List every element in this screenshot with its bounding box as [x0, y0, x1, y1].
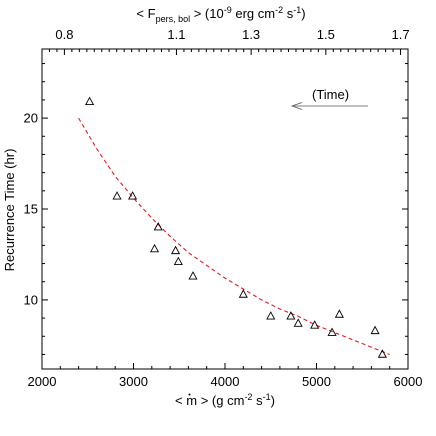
top-tick-label: 1.1: [167, 27, 185, 42]
data-points-layer: [85, 96, 387, 358]
data-point-triangle: [188, 271, 198, 280]
top-axis-label-sup2: -2: [275, 5, 283, 15]
top-axis-label-end: ): [301, 6, 305, 21]
top-axis-label-mid3: s: [283, 6, 294, 21]
x-axis-label-sup1: -2: [244, 392, 252, 402]
mdot-accent: [188, 393, 191, 396]
top-axis-label-mid2: erg cm: [232, 6, 275, 21]
top-axis-label-start: < F: [136, 6, 155, 21]
top-axis-label-sup1: -9: [224, 5, 232, 15]
x-axis-label-end: ): [271, 393, 275, 408]
data-point-triangle: [286, 311, 296, 320]
x-axis-label-mid: s: [252, 393, 263, 408]
data-point-triangle: [238, 289, 248, 298]
x-axis-label-sup2: -1: [263, 392, 271, 402]
data-point-triangle: [377, 349, 387, 358]
data-point-triangle: [153, 222, 163, 231]
fit-curve-layer: [78, 117, 390, 356]
data-point-triangle: [334, 309, 344, 318]
x-tick-label: 2000: [28, 374, 57, 389]
x-axis-label-prefix: <: [175, 393, 186, 408]
data-point-triangle: [112, 191, 122, 200]
top-tick-label: 1.7: [391, 27, 409, 42]
time-annotation: (Time): [312, 87, 349, 102]
y-axis-label: Recurrence Time (hr): [2, 149, 17, 272]
top-axis-label-sub: pers, bol: [156, 14, 191, 24]
data-point-triangle: [173, 256, 183, 265]
data-point-triangle: [128, 191, 138, 200]
data-point-triangle: [266, 311, 276, 320]
top-tick-label: 0.8: [55, 27, 73, 42]
y-tick-label: 20: [24, 111, 38, 126]
x-axis-label: < m > (g cm-2 s-1): [175, 392, 275, 408]
time-arrow-head: [290, 102, 303, 110]
y-tick-label: 10: [24, 292, 38, 307]
data-point-triangle: [85, 96, 95, 105]
top-axis-label-sup3: -1: [293, 5, 301, 15]
plot-frame: [41, 48, 409, 370]
data-point-triangle: [293, 318, 303, 327]
data-point-triangle: [149, 243, 160, 253]
x-axis-label-mdot: m: [186, 393, 197, 408]
data-point-triangle: [310, 320, 320, 329]
y-axis-ticks: 10 15 20: [24, 63, 408, 355]
x-axis-label-rest: > (g cm: [197, 393, 244, 408]
top-x-axis-ticks: 0.8 1.1 1.3 1.5 1.7: [48, 27, 410, 55]
x-tick-label: 4000: [211, 374, 240, 389]
data-point-triangle: [370, 325, 380, 335]
top-tick-label: 1.3: [242, 27, 260, 42]
top-tick-label: 1.5: [317, 27, 335, 42]
top-axis-label: < Fpers, bol > (10-9 erg cm-2 s-1): [136, 5, 305, 24]
data-point-triangle: [327, 327, 337, 336]
x-tick-label: 6000: [394, 374, 423, 389]
data-point-triangle: [171, 245, 181, 255]
x-tick-label: 3000: [119, 374, 148, 389]
x-tick-label: 5000: [302, 374, 331, 389]
fit-curve: [78, 117, 390, 356]
bottom-x-axis-ticks: 2000 3000 4000 5000 6000: [28, 363, 423, 389]
top-axis-label-mid: > (10: [190, 6, 224, 21]
y-tick-label: 15: [24, 202, 38, 217]
